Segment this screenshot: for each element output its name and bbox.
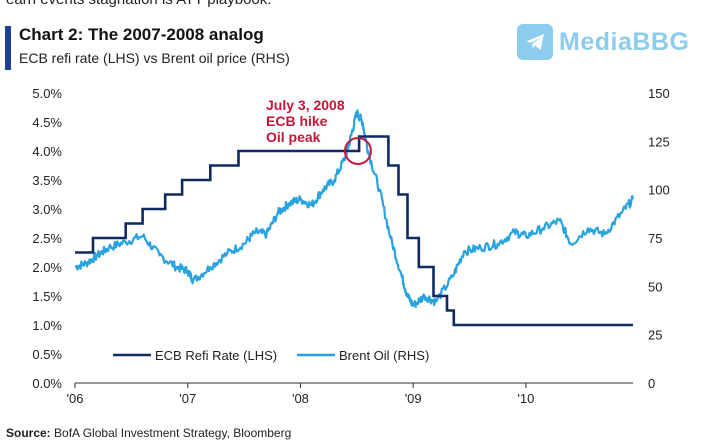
source-label: Source: bbox=[6, 426, 51, 440]
y-left-tick-label: 4.5% bbox=[32, 115, 62, 130]
brent-oil-line bbox=[74, 109, 635, 309]
legend-label-brent: Brent Oil (RHS) bbox=[339, 348, 429, 363]
x-tick-label: '08 bbox=[292, 391, 309, 406]
annotation-circle bbox=[343, 137, 372, 165]
watermark-logo: MediaBBG bbox=[517, 23, 689, 61]
x-tick-label: '06 bbox=[67, 391, 84, 406]
y-left-tick-label: 0.0% bbox=[32, 376, 62, 391]
y-left-tick-label: 0.5% bbox=[32, 347, 62, 362]
y-right-tick-label: 125 bbox=[648, 134, 670, 149]
chart-subtitle: ECB refi rate (LHS) vs Brent oil price (… bbox=[19, 50, 290, 66]
y-right-tick-label: 25 bbox=[648, 328, 662, 343]
y-left-tick-label: 5.0% bbox=[32, 86, 62, 101]
y-left-tick-label: 1.5% bbox=[32, 289, 62, 304]
y-left-tick-label: 1.0% bbox=[32, 318, 62, 333]
x-tick-label: '10 bbox=[517, 391, 534, 406]
chart-title: Chart 2: The 2007-2008 analog bbox=[19, 25, 264, 44]
y-left-tick-label: 2.0% bbox=[32, 260, 62, 275]
source-text: BofA Global Investment Strategy, Bloombe… bbox=[54, 426, 292, 440]
y-left-tick-label: 3.0% bbox=[32, 202, 62, 217]
y-right-tick-label: 0 bbox=[648, 376, 655, 391]
paper-plane-icon bbox=[517, 24, 553, 60]
legend-label-ecb: ECB Refi Rate (LHS) bbox=[155, 348, 277, 363]
annotation-text: Oil peak bbox=[266, 129, 321, 145]
y-left-tick-label: 2.5% bbox=[32, 231, 62, 246]
cropped-header-text: earn events stagnation is ATT playbook. bbox=[6, 0, 271, 8]
y-right-tick-label: 150 bbox=[648, 86, 670, 101]
y-left-tick-label: 4.0% bbox=[32, 144, 62, 159]
x-tick-label: '09 bbox=[405, 391, 422, 406]
annotation-text: July 3, 2008 bbox=[266, 97, 345, 113]
y-left-tick-label: 3.5% bbox=[32, 173, 62, 188]
title-accent-bar bbox=[5, 26, 11, 70]
watermark-text: MediaBBG bbox=[559, 27, 690, 56]
y-right-tick-label: 75 bbox=[648, 231, 662, 246]
x-tick-label: '07 bbox=[179, 391, 196, 406]
source-note: Source: BofA Global Investment Strategy,… bbox=[6, 426, 291, 440]
y-right-tick-label: 100 bbox=[648, 183, 670, 198]
annotation-text: ECB hike bbox=[266, 113, 328, 129]
y-right-tick-label: 50 bbox=[648, 279, 662, 294]
ecb-refi-rate-line bbox=[75, 135, 633, 327]
